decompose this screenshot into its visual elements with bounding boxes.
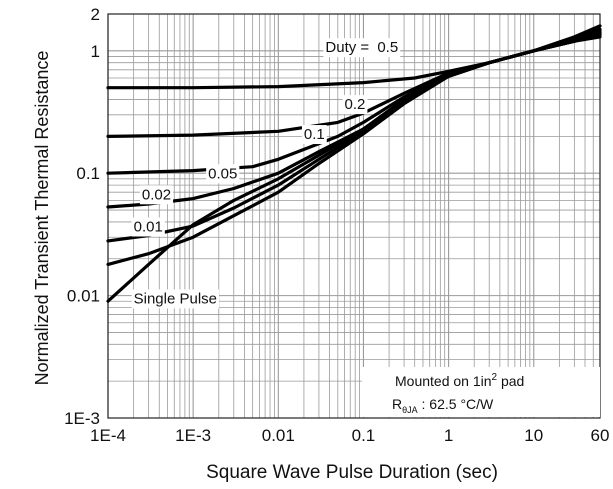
x-axis-label: Square Wave Pulse Duration (sec) <box>206 462 498 483</box>
series-label-0-01: 0.01 <box>134 218 163 235</box>
series-label-bg <box>131 289 220 309</box>
annotation-value-text: : 62.5 °C/W <box>418 396 494 412</box>
annotation-mount-text: Mounted on 1in <box>395 373 492 389</box>
y-tick-label: 2 <box>91 5 100 24</box>
plot-frame <box>107 13 601 419</box>
series-label-bg <box>139 185 174 205</box>
y-axis-label: Normalized Transient Thermal Resistance <box>32 51 52 386</box>
series-label-bg <box>131 217 165 237</box>
duty-value: 0.5 <box>377 39 398 56</box>
series-line-0-05 <box>106 31 602 209</box>
series-group <box>106 24 602 303</box>
annotation-pad-text: pad <box>497 373 524 389</box>
y-tick-label: 1 <box>91 42 100 61</box>
series-labels: Duty = 0.5 0.2 0.1 0.05 0.02 0.01 Single Pulse <box>131 38 401 309</box>
y-tick-label: 0.1 <box>76 164 100 183</box>
series-label-bg <box>301 125 327 145</box>
x-tick-label: 1 <box>444 426 453 445</box>
series-line-single-pulse <box>106 24 602 303</box>
x-tick-label: 1E-4 <box>90 426 126 445</box>
series-label-0-2: 0.2 <box>345 96 366 113</box>
series-label-bg <box>206 164 240 184</box>
y-tick-label: 0.01 <box>67 287 100 306</box>
series-label-0-05: 0.05 <box>208 165 237 182</box>
x-tick-label: 0.1 <box>352 426 376 445</box>
annotation-box: Mounted on 1in2 pad RθJA : 62.5 °C/W <box>362 367 600 417</box>
annotation-line-1: Mounted on 1in2 pad <box>395 372 524 389</box>
y-tick-label: 1E-3 <box>64 409 100 428</box>
series-label-bg <box>342 95 368 115</box>
annotation-r-symbol: R <box>392 396 402 412</box>
duty-prefix: Duty = <box>325 39 373 56</box>
series-label-bg <box>323 38 401 58</box>
series-label-single-pulse: Single Pulse <box>134 290 217 307</box>
annotation-subscript: θJA <box>402 405 418 415</box>
grid <box>107 13 601 419</box>
x-tick-label: 1E-3 <box>175 426 211 445</box>
series-label-0-5: Duty = 0.5 <box>325 39 398 56</box>
x-tick-label: 10 <box>524 426 543 445</box>
x-tick-label: 0.01 <box>262 426 295 445</box>
series-label-0-1: 0.1 <box>304 126 325 143</box>
x-tick-label: 60 <box>591 426 610 445</box>
annotation-line-2: RθJA : 62.5 °C/W <box>392 396 494 415</box>
annotation-superscript: 2 <box>492 372 498 383</box>
series-label-0-02: 0.02 <box>142 186 171 203</box>
